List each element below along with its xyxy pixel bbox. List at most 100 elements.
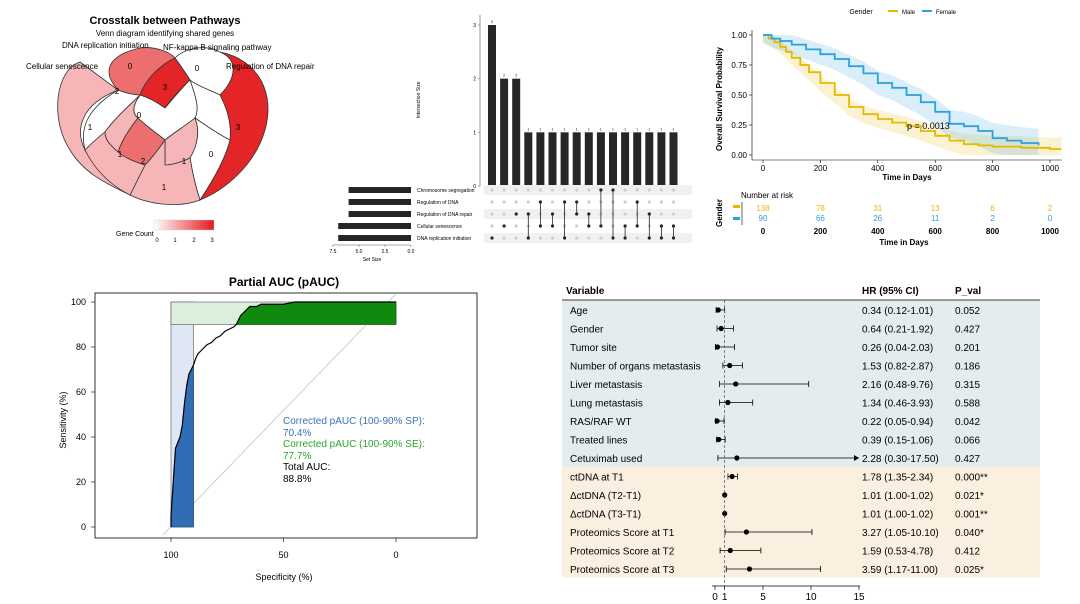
risk-table-x-label: Time in Days — [879, 238, 929, 247]
forest-header-variable: Variable — [566, 286, 605, 297]
forest-variable-label: Treated lines — [570, 436, 627, 447]
km-survival-curve — [763, 34, 1040, 146]
upset-bar-label: 2 — [503, 74, 505, 78]
risk-table-x-tick-label: 1000 — [1041, 227, 1059, 236]
forest-pvalue: 0.186 — [955, 362, 980, 373]
upset-matrix-dot — [550, 188, 555, 192]
risk-table-x-tick-label: 600 — [929, 227, 943, 236]
upset-intersection-bar — [633, 132, 642, 186]
forest-hr-text: 0.39 (0.15-1.06) — [862, 436, 933, 447]
upset-matrix-dot — [635, 188, 639, 192]
upset-bar-label: 1 — [612, 127, 614, 131]
venn-legend-tick: 2 — [192, 238, 196, 244]
forest-pvalue: 0.588 — [955, 399, 980, 410]
upset-bar-label: 1 — [648, 127, 650, 131]
upset-set-tick-label: 2.5 — [382, 249, 389, 255]
upset-intersection-bar — [572, 132, 581, 186]
upset-set-name: DNA replication initiation — [417, 236, 471, 242]
upset-matrix-dot — [623, 188, 627, 192]
venn-count: 3 — [236, 123, 241, 132]
upset-set-name: Regulation of DNA — [417, 200, 459, 206]
upset-matrix-dot — [490, 224, 494, 228]
forest-point-estimate — [716, 436, 722, 443]
upset-y-tick-label: 2 — [473, 77, 476, 83]
venn-set-label: DNA replication initiation — [62, 41, 149, 50]
forest-variable-label: Liver metastasis — [570, 380, 642, 391]
upset-matrix-dot — [514, 236, 518, 240]
upset-intersection-bar — [500, 78, 509, 186]
upset-intersection-bar — [548, 132, 557, 186]
roc-y-tick-label: 80 — [76, 342, 86, 352]
km-legend-label: Male — [902, 10, 916, 16]
km-x-tick-label: 200 — [814, 164, 828, 173]
km-legend-label: Female — [936, 10, 957, 16]
venn-title: Crosstalk between Pathways — [89, 15, 240, 27]
risk-table-cell: 66 — [816, 214, 825, 223]
upset-matrix-dot — [526, 188, 530, 192]
upset-y-tick-label: 3 — [473, 23, 476, 29]
venn-count: 0 — [137, 111, 142, 120]
roc-y-tick-label: 100 — [71, 297, 86, 307]
upset-bar-label: 1 — [673, 127, 675, 131]
km-survival-curve — [763, 34, 1062, 150]
upset-matrix-dot — [514, 212, 518, 216]
upset-matrix-dot — [671, 200, 676, 204]
roc-y-tick-label: 20 — [76, 477, 86, 487]
upset-matrix-dot — [514, 188, 518, 192]
risk-table-x-tick-label: 400 — [871, 227, 885, 236]
forest-variable-label: ΔctDNA (T3-T1) — [570, 510, 641, 521]
forest-pvalue: 0.001** — [955, 510, 988, 521]
upset-intersection-bar — [488, 25, 496, 186]
roc-annotation-se-value: 77.7% — [283, 451, 311, 462]
forest-hr-text: 0.34 (0.12-1.01) — [862, 306, 933, 317]
forest-variable-label: ctDNA at T1 — [570, 473, 624, 484]
forest-hr-text: 0.22 (0.05-0.94) — [862, 417, 933, 428]
forest-point-estimate — [727, 547, 733, 554]
forest-pvalue: 0.201 — [955, 343, 980, 354]
roc-y-tick-label: 40 — [76, 432, 86, 442]
forest-variable-label: Proteomics Score at T3 — [570, 565, 675, 576]
upset-matrix-dot — [502, 212, 506, 216]
upset-intersection-bar — [536, 132, 545, 186]
km-y-tick-label: 0.75 — [731, 61, 747, 70]
risk-row-swatch-male — [733, 205, 740, 208]
upset-matrix-dot — [587, 236, 591, 240]
forest-hr-text: 3.27 (1.05-10.10) — [862, 528, 939, 539]
upset-y-label: Intersection Size — [416, 81, 422, 118]
upset-matrix-dot — [587, 188, 591, 192]
upset-matrix-dot — [514, 200, 518, 204]
forest-point-estimate — [734, 455, 740, 461]
upset-matrix-dot — [538, 188, 543, 192]
forest-variable-label: Gender — [570, 325, 604, 336]
upset-matrix-dot — [490, 200, 494, 204]
risk-table-cell: 2 — [1048, 204, 1053, 213]
forest-hr-text: 1.01 (1.00-1.02) — [862, 510, 933, 521]
forest-point-estimate — [733, 381, 739, 387]
forest-variable-label: Proteomics Score at T1 — [570, 528, 675, 539]
forest-pvalue: 0.040* — [955, 528, 984, 539]
forest-hr-text: 1.01 (1.00-1.02) — [862, 491, 933, 502]
venn-count: 0 — [195, 64, 200, 73]
risk-table-cell: 26 — [873, 214, 882, 223]
risk-table-cell: 2 — [990, 214, 995, 223]
upset-intersection-bar — [584, 132, 593, 186]
upset-matrix-dot — [635, 236, 639, 240]
km-x-tick-label: 1000 — [1041, 164, 1059, 173]
venn-count: 0 — [128, 62, 133, 71]
roc-curve — [170, 301, 396, 527]
upset-set-size-bar — [348, 187, 411, 193]
roc-annotation-sp-value: 70.4% — [283, 428, 311, 439]
risk-table-cell: 13 — [931, 204, 940, 213]
upset-set-name: Chromosome segregation — [417, 188, 475, 194]
upset-y-tick-label: 0 — [473, 184, 476, 190]
upset-matrix-dot — [575, 188, 579, 192]
kaplan-meier-plot: Gender Male Female Overall Survival Prob… — [715, 9, 1062, 247]
km-y-tick-label: 0.25 — [731, 121, 747, 130]
roc-annotation-sp-label: Corrected pAUC (100-90% SP): — [283, 416, 425, 427]
upset-matrix-dot — [575, 236, 579, 240]
upset-matrix-dot — [502, 236, 506, 240]
upset-intersection-bar — [609, 132, 617, 186]
venn-count: 1 — [162, 183, 167, 192]
venn-count: 1 — [88, 123, 93, 132]
